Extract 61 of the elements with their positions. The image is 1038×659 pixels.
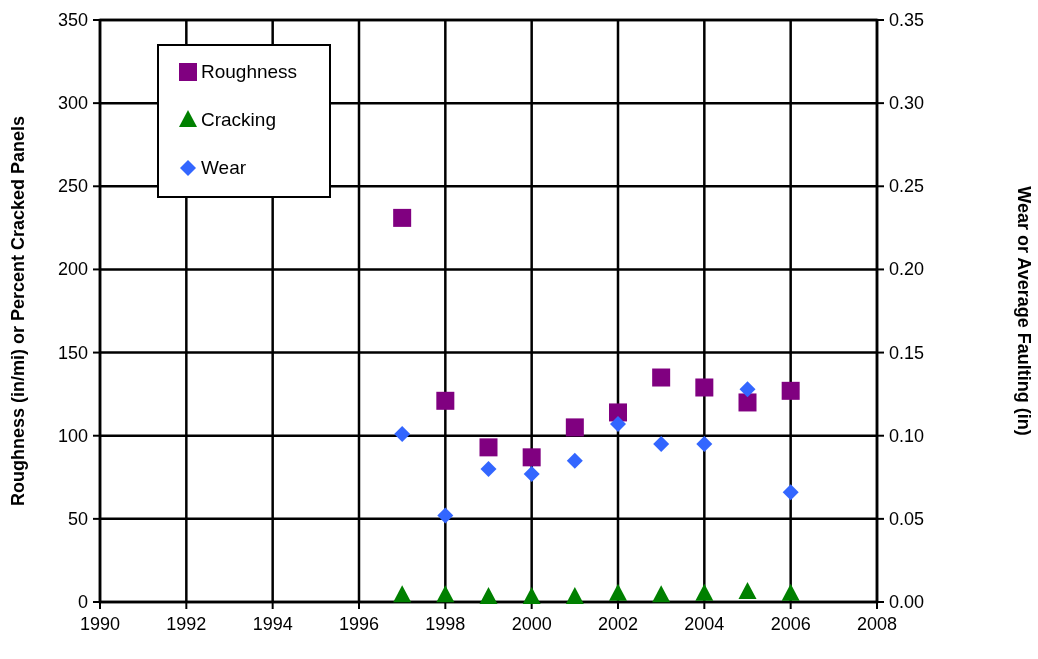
x-tick-label: 2000 [511,614,552,634]
y-tick-label: 150 [57,342,88,363]
y-tick-label: 50 [67,508,88,529]
point [696,436,713,453]
point [739,381,756,398]
legend-label: Cracking [201,109,276,130]
point [652,585,671,603]
point [695,378,714,397]
point [436,391,455,410]
point [738,393,757,412]
x-tick-label: 1990 [79,614,121,634]
point [653,436,670,453]
point [522,587,541,605]
x-tick-label: 1994 [252,614,293,634]
point [565,418,584,437]
y-tick-label: 250 [57,176,88,197]
y2-tick-label: 0.20 [889,259,925,280]
point [523,465,540,482]
point [695,583,714,601]
y2-tick-label: 0.30 [889,93,925,114]
x-tick-label: 2006 [770,614,811,634]
point [479,438,498,457]
point [393,585,412,603]
point [610,416,626,433]
y2-tick-label: 0.00 [889,592,925,612]
point [782,484,799,501]
y2-tick-label: 0.05 [889,508,925,529]
x-tick-label: 1998 [425,614,466,634]
point [652,368,671,387]
point [565,587,584,605]
x-tick-label: 2002 [597,614,639,634]
y-axis-title: Roughness (in/mi) or Percent Cracked Panels [8,115,28,507]
point [393,208,412,227]
y2-axis-title: Wear or Average Faulting (in) [1014,186,1034,436]
y2-tick-label: 0.35 [889,10,925,30]
point [609,403,627,422]
point [436,585,455,603]
y-tick-label: 300 [57,93,88,114]
x-tick-label: 1992 [166,614,207,634]
point [781,583,800,601]
point [609,583,627,601]
legend-label: Roughness [201,61,298,82]
point [394,426,411,443]
y-tick-label: 350 [57,10,88,30]
legend-label: Wear [201,157,247,178]
y2-tick-label: 0.25 [889,176,925,197]
y2-tick-label: 0.10 [889,425,925,446]
point [437,507,454,524]
point [566,452,583,469]
y-tick-label: 100 [57,425,88,446]
y-tick-label: 0 [77,592,88,612]
point [522,448,541,467]
point [480,460,497,477]
y-tick-label: 200 [57,259,88,280]
x-tick-label: 2008 [856,614,898,634]
point [781,381,800,400]
x-tick-label: 2004 [684,614,725,634]
x-tick-label: 1996 [338,614,380,634]
y2-tick-label: 0.15 [889,342,925,363]
point [738,582,757,600]
point [479,587,498,605]
